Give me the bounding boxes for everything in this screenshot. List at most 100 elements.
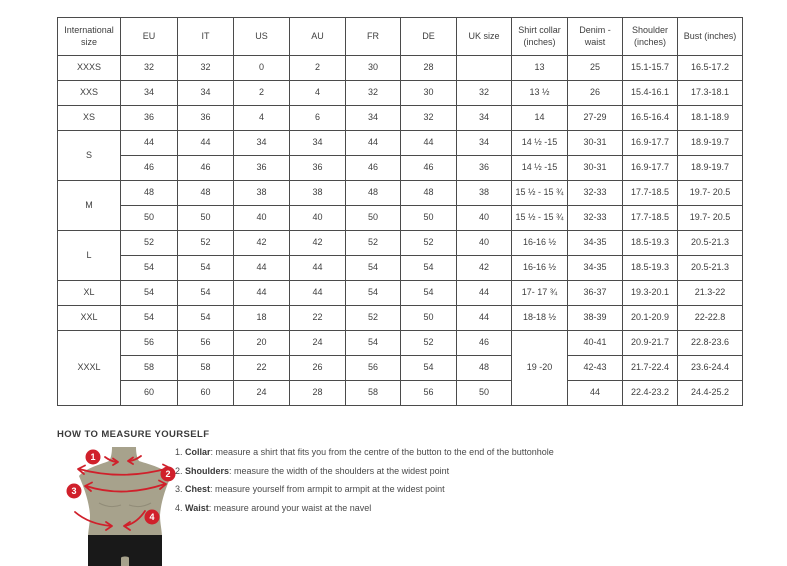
value-cell: 52 [345,305,401,331]
value-cell: 22 [289,305,346,331]
value-cell: 44 [400,130,457,156]
value-cell: 46 [456,330,512,356]
value-cell: 34 [456,130,512,156]
value-cell: 23.6-24.4 [677,355,743,381]
value-cell: 44 [289,255,346,281]
value-cell: 38-39 [567,305,623,331]
value-cell: 34-35 [567,255,623,281]
column-header: IT [177,17,234,56]
value-cell: 58 [120,355,178,381]
step-text: : measure yourself from armpit to armpit… [210,484,445,494]
table-row: 46 46 36 36 46 46 36 14 ½ -15 30-31 16.9-17.7 18.9… [58,155,743,181]
table-header-row: International size EU IT US AU FR DE UK size Shi… [57,17,743,56]
value-cell: 54 [345,330,401,356]
value-cell: 18.9-19.7 [677,155,743,181]
value-cell: 20.5-21.3 [677,230,743,256]
size-cell: L [57,230,121,281]
measure-section-title: HOW TO MEASURE YOURSELF [57,429,210,440]
value-cell: 25 [567,55,623,81]
table-row: 60 60 24 28 58 56 50 44 22.4-23.2 24.4-25.2 [58,380,743,406]
column-header: AU [289,17,346,56]
value-cell: 52 [345,230,401,256]
column-header: International size [57,17,121,56]
value-cell: 30 [345,55,401,81]
value-cell: 44 [233,255,290,281]
value-cell: 30 [400,80,457,106]
value-cell: 60 [120,380,178,406]
value-cell: 34 [289,130,346,156]
value-cell: 40 [456,205,512,231]
size-cell: XXS [57,80,121,106]
value-cell: 36 [177,105,234,131]
value-cell: 50 [400,305,457,331]
size-cell: XXXS [57,55,121,81]
value-cell: 38 [456,180,512,206]
value-cell: 18 [233,305,290,331]
value-cell: 44 [456,305,512,331]
table-row: XXL 54 54 18 22 52 50 44 18-18 ½ 38-39 20.1-20.9 22… [57,305,743,331]
column-header: DE [400,17,457,56]
value-cell: 54 [345,280,401,306]
value-cell: 21.3-22 [677,280,743,306]
value-cell: 54 [177,305,234,331]
value-cell: 42 [289,230,346,256]
size-cell: M [57,180,121,231]
value-cell: 58 [345,380,401,406]
value-cell: 32 [400,105,457,131]
value-cell: 16-16 ½ [511,230,568,256]
value-cell: 20.9-21.7 [622,330,678,356]
value-cell: 4 [233,105,290,131]
value-cell: 52 [400,230,457,256]
value-cell: 13 ½ [511,80,568,106]
step-number: 3. [175,484,183,494]
value-cell: 34 [177,80,234,106]
value-cell: 32-33 [567,180,623,206]
value-cell: 40-41 [567,330,623,356]
value-cell: 13 [511,55,568,81]
step-2-badge: 2 [160,466,176,482]
column-header: FR [345,17,401,56]
measure-step: 4. Waist: measure around your waist at t… [175,499,554,518]
value-cell: 46 [177,155,234,181]
value-cell: 18.1-18.9 [677,105,743,131]
value-cell: 56 [120,330,178,356]
value-cell: 19 -20 [511,330,568,406]
value-cell: 54 [400,280,457,306]
step-number: 4. [175,502,183,513]
size-cell: XXXL [57,330,121,406]
collar-measure-line [104,455,142,466]
table-row: 54 54 44 44 54 54 42 16-16 ½ 34-35 18.5-19.3 20.5-… [58,255,743,281]
table-row: L 52 52 42 42 52 52 40 16-16 ½ 34-35 18.5-19.3 20.5… [57,230,743,281]
value-cell: 19.3-20.1 [622,280,678,306]
value-cell: 22 [233,355,290,381]
value-cell: 32-33 [567,205,623,231]
value-cell: 34 [120,80,178,106]
value-cell: 16-16 ½ [511,255,568,281]
value-cell: 44 [177,130,234,156]
value-cell: 30-31 [567,155,623,181]
measure-steps-list: 1. Collar: measure a shirt that fits you… [175,443,554,517]
value-cell: 54 [400,255,457,281]
column-header: US [233,17,290,56]
step-term: Shoulders [185,465,230,476]
step-4-badge: 4 [144,509,160,525]
table-row: M 48 48 38 38 48 48 38 15 ½ - 15 ¾ 32-33 17.7-18.5… [57,180,743,231]
value-cell: 54 [177,255,234,281]
value-cell: 54 [120,280,178,306]
value-cell: 24 [289,330,346,356]
value-cell: 46 [400,155,457,181]
value-cell: 50 [177,205,234,231]
value-cell: 50 [400,205,457,231]
value-cell: 18.9-19.7 [677,130,743,156]
step-term: Collar [185,447,211,457]
value-cell: 56 [177,330,234,356]
value-cell: 16.5-17.2 [677,55,743,81]
value-cell: 14 ½ -15 [511,155,568,181]
value-cell: 54 [345,255,401,281]
value-cell: 54 [120,255,178,281]
value-cell: 20 [233,330,290,356]
value-cell: 14 ½ -15 [511,130,568,156]
table-row: 58 58 22 26 56 54 48 42-43 21.7-22.4 23.6-24.4 [58,355,743,381]
value-cell: 52 [400,330,457,356]
